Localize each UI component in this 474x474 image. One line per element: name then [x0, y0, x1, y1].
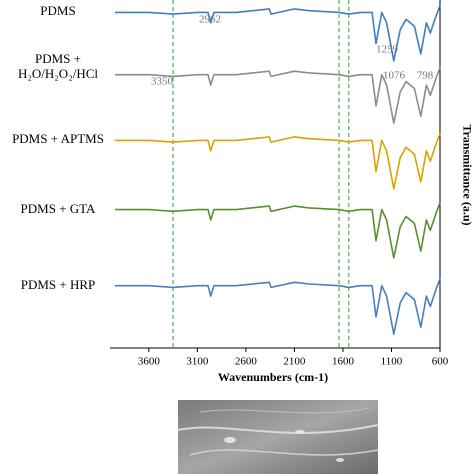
sem-image: [177, 400, 379, 474]
series-label: PDMS + H₂O/H₂O₂/HCl: [17, 50, 99, 81]
spectrum-line: [114, 278, 441, 335]
annotation: 2962: [199, 14, 221, 26]
x-axis-label: Wavenumbers (cm-1): [218, 370, 328, 384]
spectrum-line: [114, 133, 441, 190]
spectrum-line: [114, 5, 441, 62]
x-tick-label: 2100: [283, 356, 306, 368]
annotation: 1259: [376, 44, 399, 56]
series-label: PDMS + APTMS: [12, 131, 104, 147]
annotation: 1076: [383, 70, 406, 82]
x-tick-label: 2600: [235, 356, 258, 368]
annotation: 798: [417, 70, 434, 82]
spectrum-line: [114, 67, 441, 124]
x-tick-label: 1100: [381, 356, 403, 368]
x-tick-label: 3600: [138, 356, 161, 368]
series-label: PDMS: [40, 3, 76, 19]
x-tick-label: 600: [432, 356, 449, 368]
x-tick-label: 1600: [332, 356, 355, 368]
series-label: PDMS + GTA: [20, 200, 96, 216]
series-label: PDMS + HRP: [20, 276, 96, 292]
x-tick-label: 3100: [186, 356, 209, 368]
annotation: 3350: [151, 76, 174, 88]
spectrum-line: [114, 202, 441, 259]
y-axis-label: Transmittance (a.u): [460, 124, 474, 225]
